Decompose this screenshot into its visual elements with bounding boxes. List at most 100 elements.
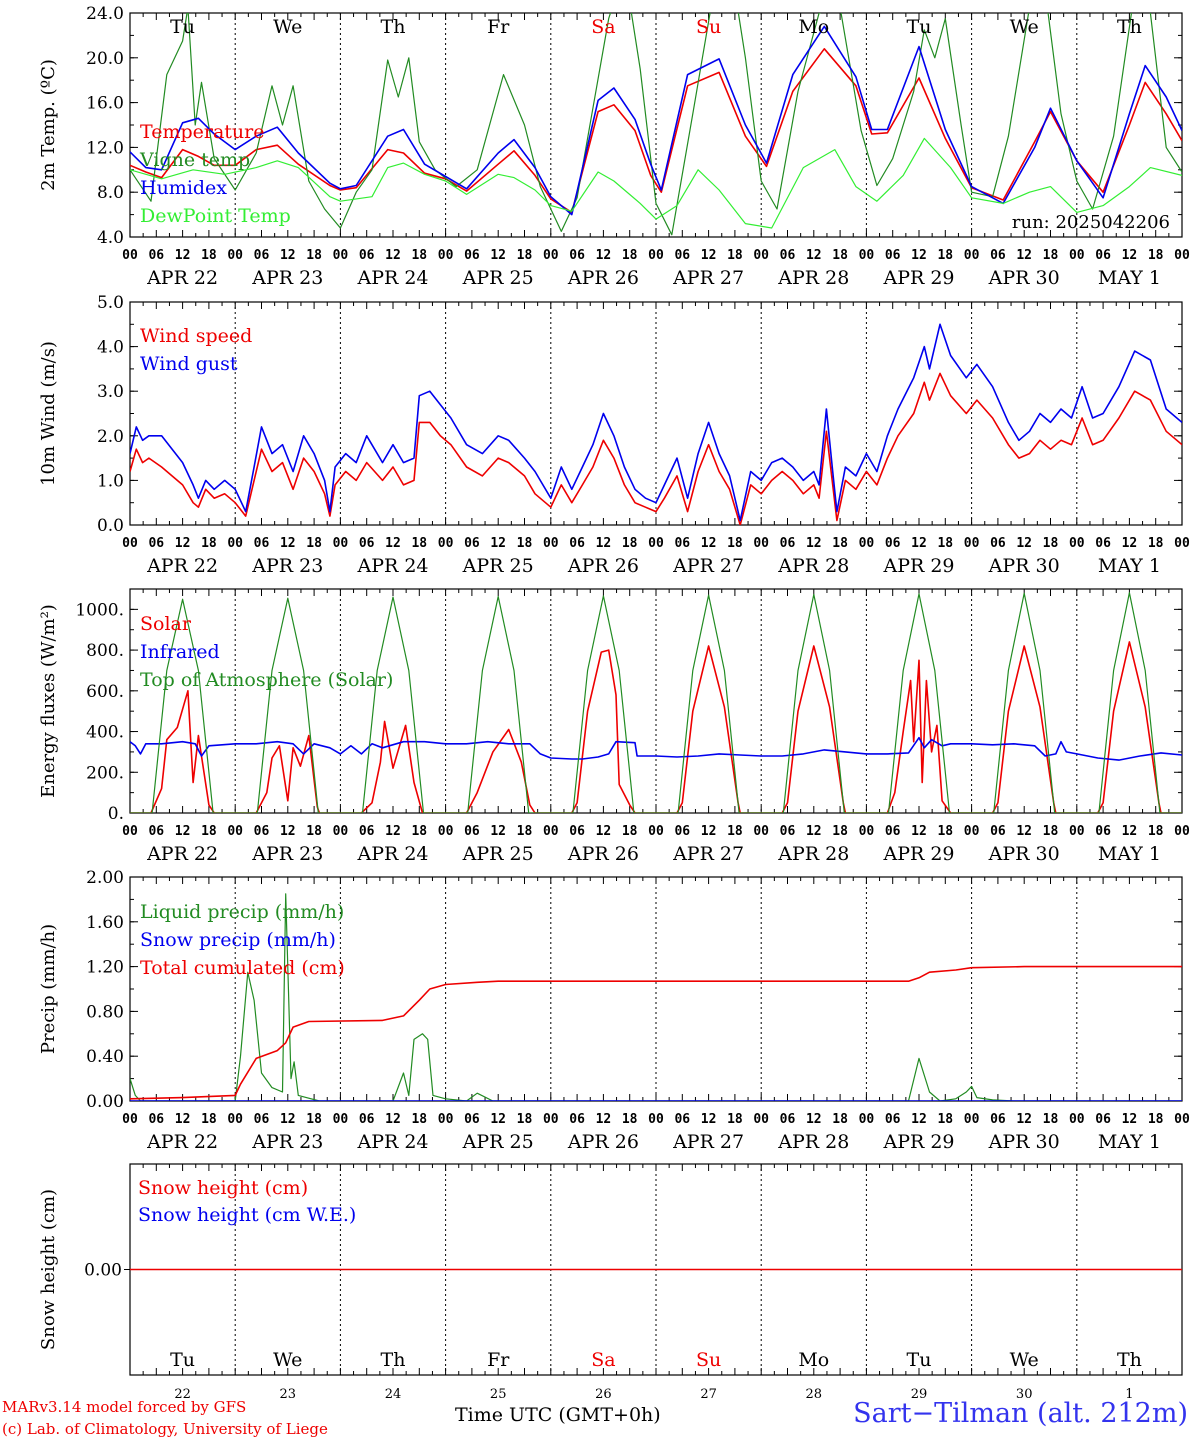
x-hour-label: 12: [385, 824, 401, 839]
day-number-label: 25: [490, 1387, 507, 1402]
weekday-label: Su: [696, 16, 721, 38]
y-tick-label: 5.0: [97, 293, 124, 313]
legend-entry: Humidex: [140, 177, 227, 199]
x-date-label: APR 25: [462, 555, 534, 577]
x-hour-label: 06: [148, 824, 164, 839]
x-hour-label: 18: [622, 248, 638, 263]
x-date-label: MAY 1: [1098, 1131, 1161, 1153]
x-hour-label: 06: [359, 824, 375, 839]
weekday-label: We: [1010, 1349, 1039, 1371]
x-date-label: APR 27: [672, 555, 744, 577]
legend-entry: Snow height (cm): [138, 1177, 308, 1199]
x-hour-label: 00: [1174, 248, 1190, 263]
x-hour-label: 12: [385, 536, 401, 551]
x-hour-label: 12: [701, 824, 717, 839]
x-hour-label: 18: [1148, 824, 1164, 839]
x-hour-label: 12: [1122, 824, 1138, 839]
y-tick-label: 0.00: [86, 1092, 124, 1112]
weekday-label: Sa: [591, 1349, 615, 1371]
x-hour-label: 06: [1095, 536, 1111, 551]
day-number-label: 23: [280, 1387, 297, 1402]
x-hour-label: 06: [464, 824, 480, 839]
time-axis-label: Time UTC (GMT+0h): [455, 1404, 661, 1426]
y-tick-label: 4.0: [97, 228, 124, 248]
y-axis-title: 10m Wind (m/s): [38, 341, 59, 486]
x-hour-label: 06: [254, 1112, 270, 1127]
legend-entry: Wind speed: [140, 325, 252, 347]
x-hour-label: 18: [937, 824, 953, 839]
x-hour-label: 00: [859, 1112, 875, 1127]
day-number-label: 24: [385, 1387, 402, 1402]
y-axis-title: 2m Temp. (ºC): [38, 59, 59, 191]
series-line-infrared: [130, 736, 1182, 761]
x-hour-label: 00: [333, 248, 349, 263]
x-hour-label: 18: [1043, 824, 1059, 839]
legend-entry: Liquid precip (mm/h): [140, 901, 344, 923]
weekday-label: Th: [1117, 16, 1142, 38]
series-line-wind-gust: [130, 323, 1182, 522]
x-hour-label: 00: [333, 536, 349, 551]
x-hour-label: 06: [569, 248, 585, 263]
x-hour-label: 06: [885, 248, 901, 263]
y-tick-label: 20.0: [86, 49, 124, 69]
x-hour-label: 00: [1174, 824, 1190, 839]
x-hour-label: 12: [1122, 1112, 1138, 1127]
x-hour-label: 12: [1016, 248, 1032, 263]
y-tick-label: 24.0: [86, 4, 124, 24]
chart-panel-5: 0.00 Snow height (cm) Snow height (cm) Snow…: [38, 1163, 1183, 1402]
x-hour-label: 00: [122, 248, 138, 263]
x-hour-label: 06: [359, 248, 375, 263]
x-hour-label: 00: [964, 1112, 980, 1127]
x-hour-label: 00: [438, 536, 454, 551]
y-tick-label: 3.0: [97, 382, 124, 402]
x-hour-label: 12: [175, 1112, 191, 1127]
x-date-label: APR 28: [777, 555, 849, 577]
x-hour-label: 18: [1043, 1112, 1059, 1127]
series-line-total-cumulated-cm-: [130, 965, 1182, 1100]
x-hour-label: 06: [885, 1112, 901, 1127]
x-hour-label: 06: [990, 248, 1006, 263]
x-date-label: APR 25: [462, 267, 534, 289]
day-number-label: 1: [1125, 1387, 1133, 1402]
x-date-label: APR 27: [672, 267, 744, 289]
y-tick-label: 800.: [86, 641, 124, 661]
legend-entry: DewPoint Temp: [140, 205, 291, 227]
x-hour-label: 18: [517, 248, 533, 263]
x-hour-label: 18: [937, 1112, 953, 1127]
station-name: Sart−Tilman (alt. 212m): [853, 1398, 1188, 1429]
x-hour-label: 06: [780, 248, 796, 263]
x-date-label: APR 26: [567, 555, 639, 577]
x-hour-label: 06: [990, 824, 1006, 839]
x-hour-label: 00: [1069, 536, 1085, 551]
weekday-label: Fr: [487, 16, 510, 38]
x-hour-label: 06: [148, 248, 164, 263]
legend-entry: Solar: [140, 613, 192, 635]
x-date-label: APR 23: [251, 1131, 323, 1153]
series-line-dewpoint-temp: [130, 137, 1182, 229]
chart-panel-2: 0.0 1.0 2.0 3.0 4.0 5.0 10m Wind (m/s) Wind spe…: [38, 293, 1190, 577]
x-date-label: APR 26: [567, 267, 639, 289]
x-date-label: APR 23: [251, 555, 323, 577]
x-hour-label: 18: [306, 824, 322, 839]
y-tick-label: 600.: [86, 682, 124, 702]
x-hour-label: 00: [964, 536, 980, 551]
x-date-label: APR 22: [146, 555, 218, 577]
y-axis-title: Precip (mm/h): [38, 924, 59, 1054]
x-date-label: APR 24: [356, 555, 428, 577]
x-hour-label: 06: [359, 1112, 375, 1127]
x-hour-label: 06: [254, 824, 270, 839]
x-hour-label: 18: [1043, 536, 1059, 551]
x-hour-label: 18: [306, 248, 322, 263]
weekday-label: Tu: [170, 16, 195, 38]
x-hour-label: 12: [701, 536, 717, 551]
y-tick-label: 12.0: [86, 138, 124, 158]
x-hour-label: 18: [937, 536, 953, 551]
x-date-label: APR 27: [672, 843, 744, 865]
legend-entry: Infrared: [140, 641, 220, 663]
series-line-temperature: [130, 47, 1182, 214]
x-hour-label: 06: [569, 824, 585, 839]
x-hour-label: 00: [1069, 1112, 1085, 1127]
x-date-label: APR 29: [882, 555, 954, 577]
x-date-label: APR 27: [672, 1131, 744, 1153]
